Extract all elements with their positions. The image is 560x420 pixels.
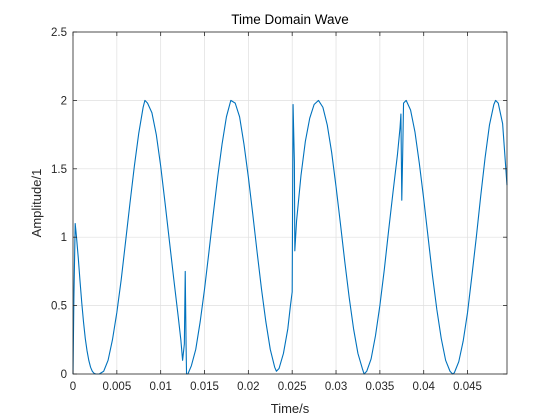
y-tick-label: 0 bbox=[61, 369, 67, 381]
x-tick-label: 0.02 bbox=[237, 381, 259, 393]
y-axis-label: Amplitude/1 bbox=[29, 169, 44, 238]
x-tick-label: 0.035 bbox=[365, 381, 394, 393]
series-line-0 bbox=[72, 99, 508, 375]
x-tick-label: 0.01 bbox=[149, 381, 171, 393]
series-group bbox=[72, 99, 508, 375]
x-tick-label: 0.03 bbox=[325, 381, 347, 393]
x-tick-label: 0.045 bbox=[453, 381, 482, 393]
x-tick-label: 0 bbox=[70, 381, 76, 393]
plot-area bbox=[73, 32, 507, 374]
ticks bbox=[72, 31, 507, 375]
y-tick-labels: 0 0.5 1 1.5 2 2.5 bbox=[51, 27, 67, 381]
x-tick-label: 0.015 bbox=[190, 381, 219, 393]
x-tick-label: 0.025 bbox=[278, 381, 307, 393]
y-tick-label: 0.5 bbox=[51, 301, 67, 313]
axes-box bbox=[72, 31, 508, 375]
y-tick-label: 2.5 bbox=[51, 27, 67, 39]
y-tick-label: 1.5 bbox=[51, 164, 67, 176]
chart-title: Time Domain Wave bbox=[231, 12, 349, 27]
x-tick-label: 0.04 bbox=[413, 381, 436, 393]
x-tick-label: 0.005 bbox=[102, 381, 131, 393]
x-tick-labels: 0 0.005 0.01 0.015 0.02 0.025 0.03 0.035 0.04 0.0… bbox=[70, 381, 482, 393]
y-tick-label: 1 bbox=[61, 232, 67, 244]
x-axis-label: Time/s bbox=[271, 401, 310, 416]
y-tick-label: 2 bbox=[61, 95, 67, 107]
